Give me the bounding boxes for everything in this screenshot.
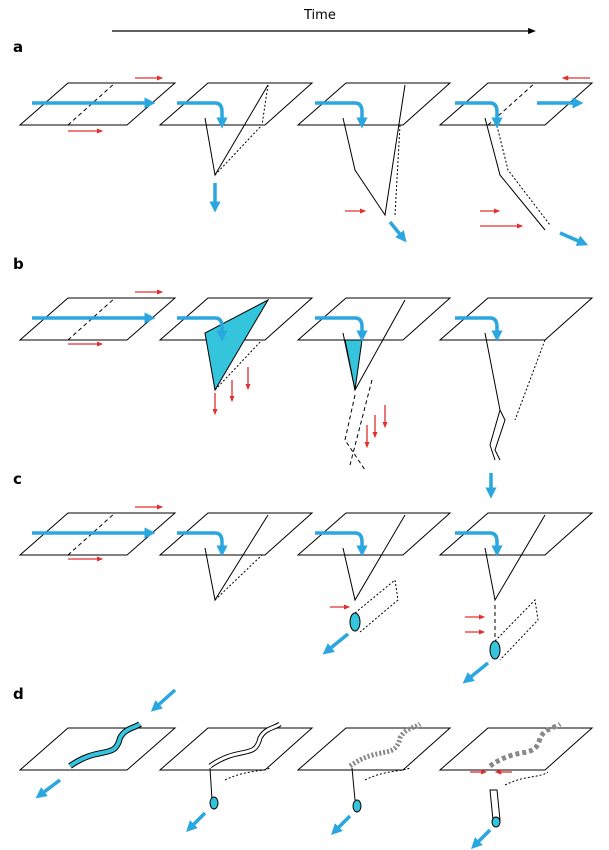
row-d-panels: [18, 721, 594, 828]
row-b-force-arrows: [68, 289, 388, 449]
slab-c3-blob: [349, 612, 361, 632]
row-c-flow-arrows: [32, 527, 503, 684]
plate-b4: [438, 297, 594, 341]
plate-a4: [438, 82, 594, 126]
row-c-panels: [18, 512, 594, 661]
row-a-panels: [18, 82, 594, 231]
plate-d4: [438, 727, 594, 771]
row-c-force-arrows: [68, 504, 486, 635]
plate-a3: [296, 82, 452, 126]
slab-a2-dot: [214, 124, 263, 176]
row-b-panels: [18, 297, 594, 471]
plate-c4: [438, 512, 594, 556]
plate-c1: [18, 512, 177, 556]
slab-a3: [342, 84, 406, 217]
plate-c2: [158, 512, 314, 556]
plate-a2: [158, 82, 314, 126]
row-label-d: d: [13, 685, 24, 703]
plate-d1: [18, 727, 177, 771]
slab-a4: [484, 117, 546, 231]
row-label-a: a: [13, 38, 24, 56]
row-d-flow-arrows: [35, 688, 492, 849]
slab-c4: [484, 514, 546, 602]
plate-d3: [296, 727, 452, 771]
plate-b3: [296, 297, 452, 341]
time-axis-label: Time: [304, 8, 336, 23]
plate-a1: [18, 82, 177, 126]
plate-b1: [18, 297, 177, 341]
slab-b4-neck: [484, 332, 506, 461]
slab-a2: [204, 84, 269, 177]
slab-d1-trench: [68, 722, 142, 768]
slab-c3: [342, 514, 406, 602]
slab-c4-blob: [489, 640, 501, 660]
plate-d2: [158, 727, 314, 771]
row-a-flow-arrows: [32, 97, 589, 246]
row-b-flow-arrows: [32, 312, 503, 499]
slab-b2-fill: [204, 298, 270, 392]
row-label-c: c: [13, 470, 22, 488]
row-a-force-arrows: [68, 75, 590, 229]
slab-b3-break: [344, 379, 373, 471]
plate-c3: [296, 512, 452, 556]
row-label-b: b: [13, 255, 24, 273]
slab-c2: [204, 514, 269, 602]
